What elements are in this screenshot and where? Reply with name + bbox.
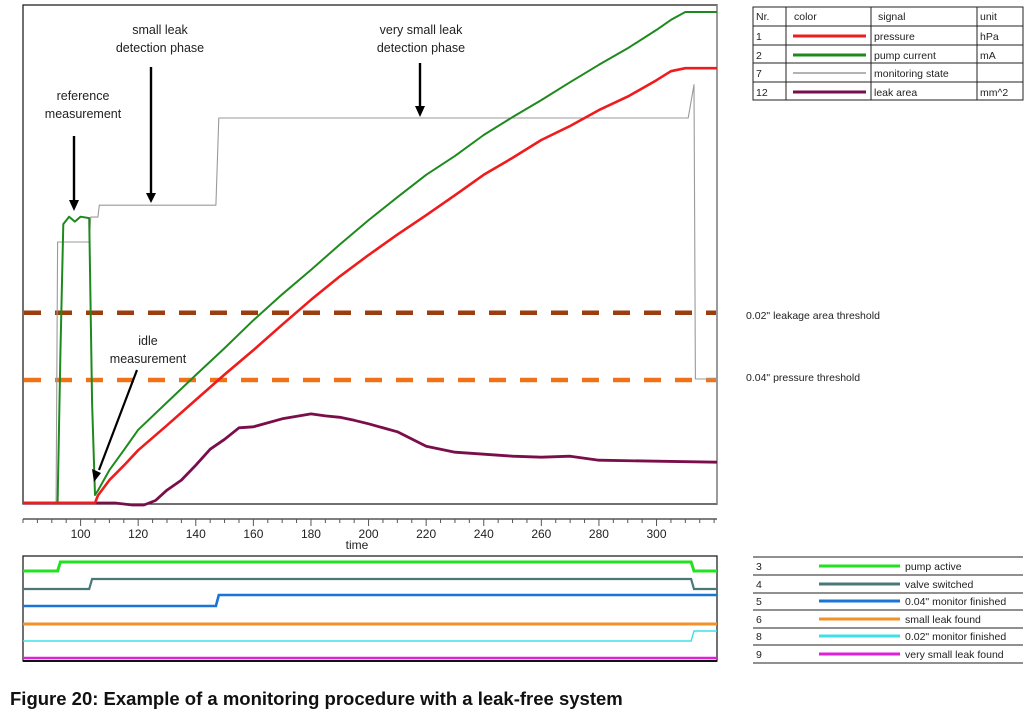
- x-tick-label: 140: [186, 527, 206, 541]
- legend-row: 7 monitoring state: [756, 68, 949, 80]
- legend-signal: 0.02" monitor finished: [905, 631, 1006, 643]
- status-series-0-02-monitor-finished: [23, 630, 717, 642]
- legend-signal: monitoring state: [874, 68, 949, 80]
- x-tick-label: 260: [531, 527, 551, 541]
- status-series: [23, 560, 717, 660]
- legend-nr: 1: [756, 31, 762, 43]
- annotation-text-line: very small leak: [380, 23, 463, 37]
- legend-row: 2 pump current mA: [756, 50, 996, 62]
- arrow-head-icon: [92, 469, 101, 482]
- x-axis-ticks: 100 120 140 160 180 200 220 240 260 280 300: [22, 519, 715, 541]
- legend-header-signal: signal: [878, 11, 905, 23]
- legend-row: 4 valve switched: [753, 579, 1023, 594]
- legend-signal: pump active: [905, 561, 962, 573]
- annotation-text-line: detection phase: [116, 41, 204, 55]
- legend-header-nr: Nr.: [756, 11, 769, 23]
- legend-signal: pressure: [874, 31, 915, 43]
- status-series-pump-active: [23, 560, 717, 573]
- legend-nr: 6: [756, 614, 762, 626]
- annotation-text-line: measurement: [45, 107, 122, 121]
- arrow-line: [97, 369, 139, 471]
- legend-signal: small leak found: [905, 614, 981, 626]
- series-monitoring-state: [23, 84, 717, 504]
- legend-table-top: Nr. color signal unit 1 pressure hPa 2 pump …: [752, 6, 1024, 101]
- legend-header-unit: unit: [980, 11, 997, 23]
- x-tick-label: 180: [301, 527, 321, 541]
- legend-nr: 8: [756, 631, 762, 643]
- legend-signal: very small leak found: [905, 649, 1004, 661]
- x-tick-label: 100: [71, 527, 91, 541]
- legend-nr: 3: [756, 561, 762, 573]
- series-pressure: [23, 66, 717, 505]
- annotation-reference-measurement: reference measurement: [45, 89, 122, 211]
- legend-signal: valve switched: [905, 579, 973, 591]
- status-series-valve-switched: [23, 577, 717, 591]
- arrow-head-icon: [69, 200, 79, 211]
- series-pump-current: [23, 11, 717, 504]
- x-tick-label: 120: [128, 527, 148, 541]
- main-series: [23, 11, 718, 507]
- annotation-text-line: reference: [57, 89, 110, 103]
- status-plot-frame: [22, 555, 718, 662]
- legend-row: 9 very small leak found: [753, 649, 1023, 664]
- legend-signal: leak area: [874, 87, 917, 99]
- annotation-text-line: detection phase: [377, 41, 465, 55]
- legend-nr: 9: [756, 649, 762, 661]
- status-series-0-04-monitor-finished: [23, 593, 717, 608]
- legend-row: 5 0.04" monitor finished: [753, 596, 1023, 611]
- leakage-area-threshold-label: 0.02" leakage area threshold: [746, 310, 880, 322]
- legend-table-bottom: 3 pump active 4 valve switched 5 0.04" monito…: [753, 556, 1023, 664]
- legend-row: 1 pressure hPa: [756, 31, 999, 43]
- legend-nr: 5: [756, 596, 762, 608]
- legend-row: 8 0.02" monitor finished: [753, 631, 1023, 646]
- legend-unit: mm^2: [980, 87, 1008, 99]
- arrow-head-icon: [146, 193, 156, 203]
- annotation-text-line: idle: [138, 334, 158, 348]
- legend-unit: hPa: [980, 31, 999, 43]
- x-tick-label: 160: [243, 527, 263, 541]
- legend-row: 12 leak area mm^2: [756, 87, 1008, 99]
- legend-signal: pump current: [874, 50, 936, 62]
- annotation-text-line: measurement: [110, 352, 187, 366]
- pressure-threshold-label: 0.04" pressure threshold: [746, 372, 860, 384]
- legend-unit: mA: [980, 50, 996, 62]
- legend-nr: 12: [756, 87, 768, 99]
- legend-header-color: color: [794, 11, 817, 23]
- x-tick-label: 300: [647, 527, 667, 541]
- legend-row: 6 small leak found: [753, 614, 1023, 629]
- series-leak-area: [23, 412, 718, 507]
- annotation-text-line: small leak: [132, 23, 188, 37]
- legend-nr: 2: [756, 50, 762, 62]
- x-tick-label: 220: [416, 527, 436, 541]
- threshold-lines: [24, 310, 716, 383]
- annotation-idle-measurement: idle measurement: [92, 334, 187, 482]
- legend-nr: 7: [756, 68, 762, 80]
- x-axis-label: time: [346, 538, 369, 552]
- x-tick-label: 280: [589, 527, 609, 541]
- legend-nr: 4: [756, 579, 762, 591]
- x-tick-label: 200: [359, 527, 379, 541]
- arrow-head-icon: [415, 106, 425, 117]
- annotation-small-leak-phase: small leak detection phase: [116, 23, 204, 203]
- figure-caption: Figure 20: Example of a monitoring proce…: [10, 688, 623, 709]
- legend-signal: 0.04" monitor finished: [905, 596, 1006, 608]
- legend-row: 3 pump active: [753, 561, 1023, 576]
- x-tick-label: 240: [474, 527, 494, 541]
- annotation-very-small-leak-phase: very small leak detection phase: [377, 23, 465, 117]
